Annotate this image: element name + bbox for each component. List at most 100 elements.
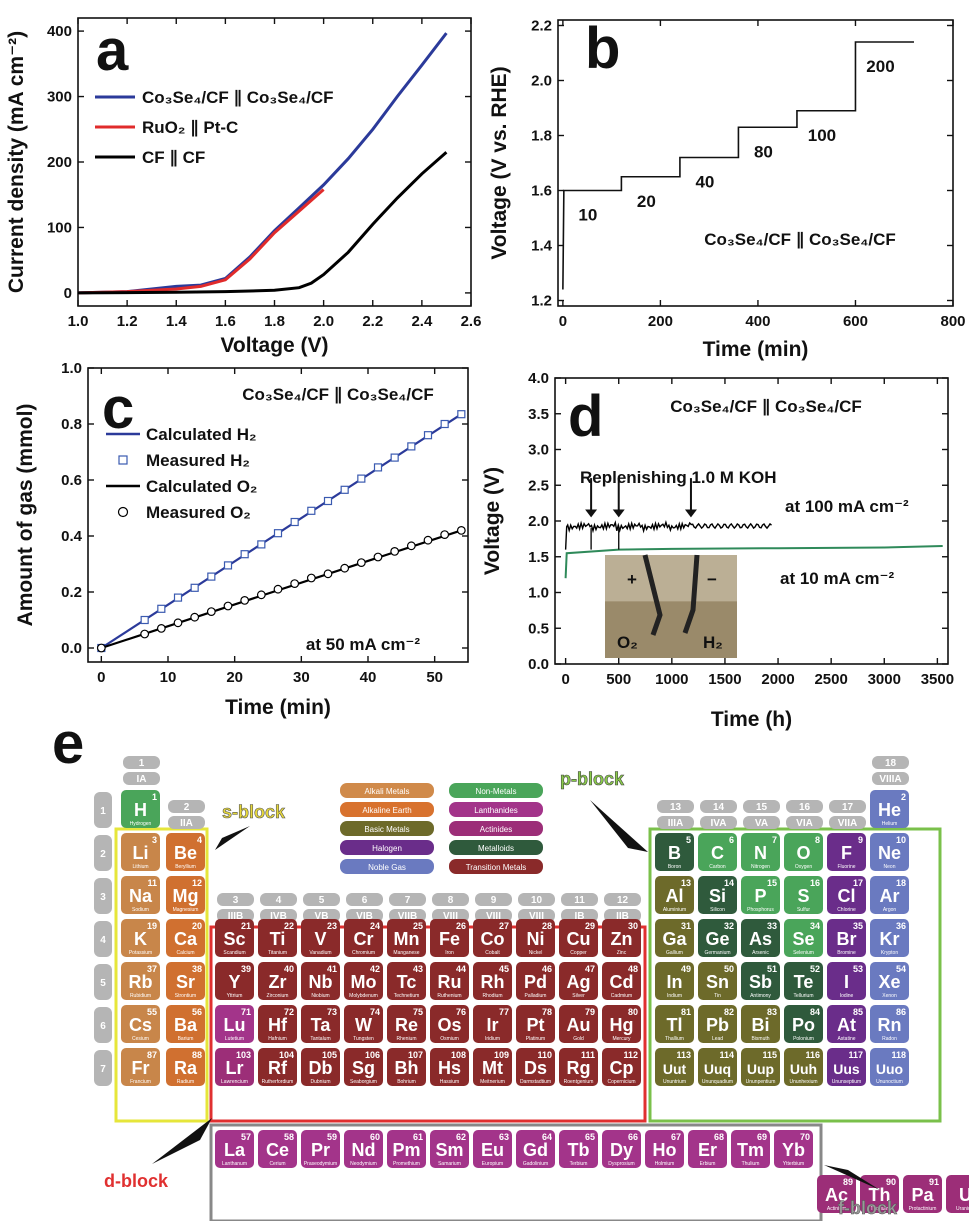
element-name: Xenon bbox=[882, 993, 897, 999]
group-roman: VIII bbox=[529, 911, 544, 922]
element-tile bbox=[655, 919, 694, 957]
element-name: Seaborgium bbox=[350, 1079, 377, 1085]
element-tile bbox=[870, 876, 909, 914]
x-tick-label: 2.4 bbox=[411, 313, 433, 330]
measured-o2-point bbox=[256, 590, 266, 600]
element-symbol: Tl bbox=[667, 1015, 683, 1035]
element-number: 39 bbox=[241, 964, 251, 974]
label-10ma: at 10 mA cm⁻² bbox=[780, 569, 894, 588]
group-roman-pill bbox=[829, 816, 866, 829]
group-number: 5 bbox=[319, 895, 325, 906]
period-label: 6 bbox=[100, 1021, 106, 1032]
element-tile bbox=[827, 1005, 866, 1043]
group-roman: IIIA bbox=[668, 818, 684, 829]
element-number: 5 bbox=[686, 835, 691, 845]
y-tick-label: 0.2 bbox=[61, 584, 82, 601]
element-tile bbox=[688, 1130, 727, 1168]
element-name: Nitrogen bbox=[751, 864, 770, 870]
element-symbol: Uuo bbox=[876, 1061, 903, 1077]
element-number: 117 bbox=[848, 1050, 863, 1060]
x-tick-label: 1.4 bbox=[166, 313, 188, 330]
element-name: Bohrium bbox=[397, 1079, 416, 1085]
element-symbol: In bbox=[667, 972, 683, 992]
element-number: 34 bbox=[810, 921, 820, 931]
element-number: 14 bbox=[724, 878, 734, 888]
element-name: Zinc bbox=[617, 950, 627, 956]
period-label: 5 bbox=[100, 978, 106, 989]
element-name: Niobium bbox=[311, 993, 329, 999]
measured-o2-point bbox=[273, 584, 283, 594]
element-number: 17 bbox=[853, 878, 863, 888]
legend-label: Measured O₂ bbox=[146, 503, 251, 522]
element-number: 48 bbox=[628, 964, 638, 974]
y-tick-label: 3.0 bbox=[528, 442, 549, 459]
measured-o2-point bbox=[356, 558, 366, 567]
legend-label: RuO₂ ∥ Pt-C bbox=[142, 118, 238, 137]
group-number: 7 bbox=[405, 895, 411, 906]
element-symbol: Pt bbox=[527, 1015, 545, 1035]
x-tick-label: 1.0 bbox=[68, 313, 89, 330]
legend-swatch bbox=[117, 506, 129, 518]
series-line-2 bbox=[77, 151, 448, 295]
period-label: 2 bbox=[100, 849, 106, 860]
element-number: 63 bbox=[499, 1132, 509, 1142]
element-number: 64 bbox=[542, 1132, 552, 1142]
measured-h2-point bbox=[173, 593, 183, 602]
element-tile bbox=[258, 919, 297, 957]
measured-o2-point bbox=[173, 618, 183, 628]
element-name: Barium bbox=[178, 1036, 194, 1042]
element-symbol: As bbox=[749, 929, 772, 949]
legend-label: Calculated O₂ bbox=[146, 477, 257, 496]
element-symbol: Se bbox=[792, 929, 814, 949]
element-number: 21 bbox=[241, 921, 251, 931]
element-symbol: Ba bbox=[174, 1015, 198, 1035]
measured-o2-point bbox=[96, 643, 106, 653]
element-name: Silver bbox=[572, 993, 585, 999]
x-tick-label: 600 bbox=[843, 313, 868, 330]
legend-pill-label: Alkali Metals bbox=[365, 787, 410, 796]
element-name: Selenium bbox=[793, 950, 814, 956]
element-number: 45 bbox=[499, 964, 509, 974]
element-tile bbox=[473, 1130, 512, 1168]
group-number-pill bbox=[786, 800, 823, 813]
element-tile bbox=[784, 919, 823, 957]
element-name: Ununquadium bbox=[702, 1079, 733, 1085]
y-tick-label: 0.8 bbox=[61, 416, 82, 433]
group-roman: IIA bbox=[180, 818, 193, 829]
element-tile bbox=[817, 1175, 856, 1213]
element-name: Osmium bbox=[440, 1036, 459, 1042]
x-axis-title: Time (h) bbox=[711, 708, 792, 731]
element-tile bbox=[344, 962, 383, 1000]
period-pill bbox=[94, 835, 112, 871]
group-number: 18 bbox=[885, 758, 897, 769]
element-tile bbox=[559, 919, 598, 957]
element-name: Lutetium bbox=[225, 1036, 244, 1042]
s-block-frame bbox=[114, 827, 209, 1123]
element-number: 77 bbox=[499, 1007, 509, 1017]
element-symbol: Ru bbox=[438, 972, 462, 992]
element-name: Phosphorus bbox=[747, 907, 774, 913]
measured-o2-point bbox=[323, 569, 333, 579]
legend-pill bbox=[449, 859, 543, 874]
element-number: 53 bbox=[853, 964, 863, 974]
element-tile bbox=[301, 1130, 340, 1168]
element-number: 82 bbox=[724, 1007, 734, 1017]
element-symbol: Bh bbox=[395, 1058, 419, 1078]
element-name: Bismuth bbox=[751, 1036, 769, 1042]
element-name: Radium bbox=[177, 1079, 194, 1085]
y-tick-label: 0.6 bbox=[61, 472, 82, 489]
element-name: Rutherfordium bbox=[262, 1079, 294, 1085]
group-number: 6 bbox=[362, 895, 368, 906]
element-symbol: Nb bbox=[309, 972, 333, 992]
